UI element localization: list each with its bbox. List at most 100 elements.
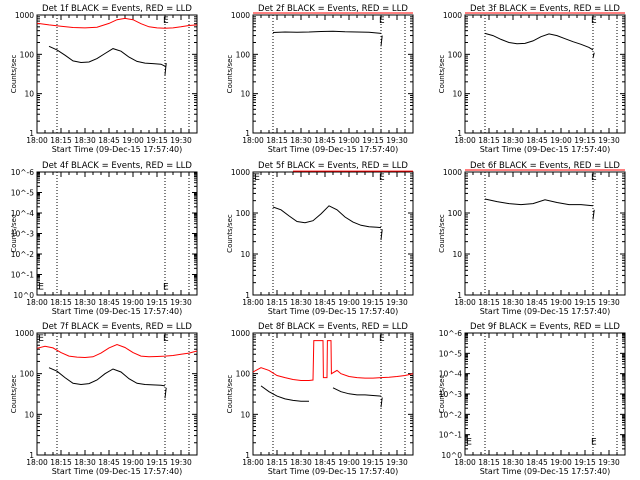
- x-tick-label: 18:15: [478, 136, 500, 145]
- x-tick-label: 18:30: [74, 458, 96, 467]
- y-tick-label: 1000: [15, 11, 34, 20]
- lld-series-line: [36, 343, 198, 359]
- events-series-tail: [380, 229, 383, 241]
- x-tick-label: 18:15: [50, 458, 72, 467]
- events-series-line: [332, 387, 382, 397]
- y-tick-label: 10^-3: [439, 390, 463, 399]
- y-tick-label: 1000: [231, 329, 250, 338]
- x-tick-label: 19:30: [598, 298, 620, 307]
- x-tick-label: 18:00: [26, 298, 48, 307]
- y-tick-label: 100: [20, 50, 35, 59]
- y-axis-label: Counts/sec: [226, 55, 234, 94]
- x-tick-label: 19:30: [386, 458, 408, 467]
- x-tick-label: 19:30: [598, 458, 620, 467]
- x-tick-label: 19:15: [362, 136, 384, 145]
- y-tick-label: 1000: [443, 11, 462, 20]
- y-tick-label: 10^-6: [439, 329, 463, 338]
- y-tick-label: 10^-2: [11, 250, 35, 259]
- y-axis-label: Counts/sec: [226, 214, 234, 253]
- y-tick-label: 10^-4: [439, 370, 463, 379]
- x-axis-label: Start Time (09-Dec-15 17:57:40): [52, 145, 183, 154]
- x-axis-label: Start Time (09-Dec-15 17:57:40): [268, 467, 399, 476]
- x-tick-label: 18:00: [454, 136, 476, 145]
- x-axis-label: Start Time (09-Dec-15 17:57:40): [480, 467, 611, 476]
- x-tick-label: 18:45: [314, 458, 336, 467]
- events-series-line: [260, 385, 309, 402]
- events-series-tail: [592, 209, 595, 220]
- panel-title: Det 7f BLACK = Events, RED = LLD: [42, 322, 192, 332]
- x-axis-label: Start Time (09-Dec-15 17:57:40): [268, 145, 399, 154]
- detector-panel-6: Det 6f BLACK = Events, RED = LLD 1 10 100 10…: [438, 161, 626, 316]
- x-tick-label: 18:30: [502, 298, 524, 307]
- x-tick-label: 19:30: [170, 458, 192, 467]
- y-tick-label: 1000: [15, 329, 34, 338]
- x-tick-label: 18:15: [50, 298, 72, 307]
- lld-series-line: [36, 17, 198, 29]
- panel-title: Det 2f BLACK = Events, RED = LLD: [258, 4, 408, 14]
- x-tick-label: 18:30: [290, 298, 312, 307]
- events-series-tail: [380, 397, 383, 408]
- e-marker: E: [254, 173, 260, 183]
- x-tick-label: 19:00: [550, 458, 572, 467]
- x-tick-label: 19:15: [362, 298, 384, 307]
- x-tick-label: 19:30: [386, 136, 408, 145]
- events-series-tail: [164, 63, 167, 75]
- x-tick-label: 19:15: [146, 458, 168, 467]
- panel-title: Det 3f BLACK = Events, RED = LLD: [470, 4, 620, 14]
- x-axis-label: Start Time (09-Dec-15 17:57:40): [480, 307, 611, 316]
- y-tick-label: 10^-5: [11, 189, 35, 198]
- y-tick-label: 10^0: [13, 291, 34, 300]
- e-marker: E: [591, 437, 597, 447]
- x-tick-label: 19:30: [170, 136, 192, 145]
- x-tick-label: 18:15: [266, 298, 288, 307]
- panel-title: Det 9f BLACK = Events, RED = LLD: [470, 322, 620, 332]
- detector-panel-1: Det 1f BLACK = Events, RED = LLD 1 10 100 10…: [10, 4, 198, 154]
- y-axis-label: Counts/sec: [10, 375, 18, 414]
- y-axis-label: Counts/sec: [10, 55, 18, 94]
- x-tick-label: 19:00: [122, 136, 144, 145]
- y-tick-label: 100: [448, 209, 463, 218]
- x-tick-label: 18:00: [242, 298, 264, 307]
- x-tick-label: 18:30: [502, 458, 524, 467]
- x-tick-label: 18:00: [242, 458, 264, 467]
- detector-panel-5: Det 5f BLACK = Events, RED = LLD 1 10 100 10…: [226, 161, 414, 316]
- x-tick-label: 19:00: [122, 298, 144, 307]
- panel-title: Det 5f BLACK = Events, RED = LLD: [258, 161, 408, 171]
- e-marker: E: [379, 334, 385, 344]
- y-tick-label: 10^-5: [439, 349, 463, 358]
- detector-panel-9: Det 9f BLACK = Events, RED = LLD 10^0 10^-…: [438, 322, 626, 476]
- panel-title: Det 8f BLACK = Events, RED = LLD: [258, 322, 408, 332]
- x-tick-label: 19:00: [338, 458, 360, 467]
- events-series-tail: [164, 387, 167, 399]
- x-tick-label: 19:15: [574, 136, 596, 145]
- y-tick-label: 100: [448, 50, 463, 59]
- x-tick-label: 18:30: [290, 458, 312, 467]
- e-marker: E: [379, 16, 385, 26]
- detector-panel-2: Det 2f BLACK = Events, RED = LLD 1 10 100 10…: [226, 4, 414, 154]
- x-tick-label: 18:45: [526, 136, 548, 145]
- y-tick-label: 1: [457, 129, 462, 138]
- x-tick-label: 18:15: [478, 458, 500, 467]
- x-tick-label: 18:30: [502, 136, 524, 145]
- x-tick-label: 19:15: [362, 458, 384, 467]
- y-tick-label: 10^-2: [439, 410, 463, 419]
- x-tick-label: 18:00: [454, 458, 476, 467]
- e-marker: E: [466, 437, 472, 447]
- y-axis-label: Counts/sec: [438, 375, 446, 414]
- y-tick-label: 100: [20, 370, 35, 379]
- x-axis-label: Start Time (09-Dec-15 17:57:40): [52, 467, 183, 476]
- x-tick-label: 18:15: [266, 458, 288, 467]
- y-tick-label: 10^-4: [11, 209, 35, 218]
- x-tick-label: 18:45: [526, 458, 548, 467]
- y-tick-label: 100: [236, 50, 251, 59]
- plot-frame: [464, 171, 626, 296]
- y-tick-label: 10^0: [441, 451, 462, 460]
- x-tick-label: 18:15: [50, 136, 72, 145]
- y-tick-label: 100: [236, 370, 251, 379]
- x-axis-label: Start Time (09-Dec-15 17:57:40): [268, 307, 399, 316]
- y-tick-label: 100: [236, 209, 251, 218]
- x-tick-label: 19:15: [574, 298, 596, 307]
- x-tick-label: 18:15: [478, 298, 500, 307]
- y-tick-label: 10^-3: [11, 230, 35, 239]
- plot-frame: [464, 14, 626, 134]
